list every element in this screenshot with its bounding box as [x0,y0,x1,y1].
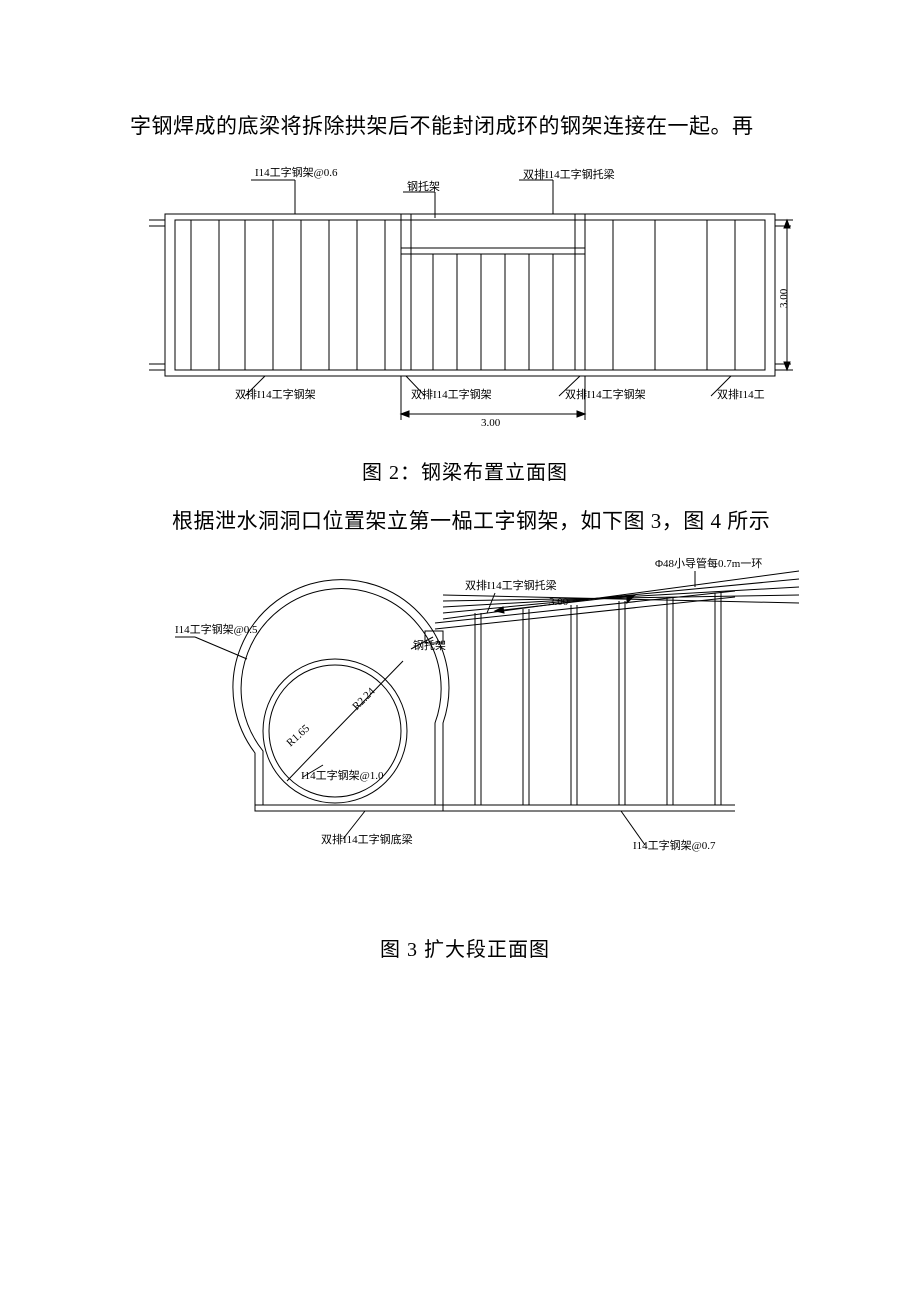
fig2-label-topC: 双排I14工字钢托梁 [523,170,615,181]
paragraph-top: 字钢焊成的底梁将拆除拱架后不能封闭成环的钢架连接在一起。再 [130,108,800,146]
caption-fig2: 图 2：钢梁布置立面图 [130,456,800,485]
fig3-label-leftTop: I14工字钢架@0.5 [175,625,258,636]
figure-2: I14工字钢架@0.6 钢托架 双排I14工字钢托梁 双排I14工字钢架 双排I… [135,158,795,438]
fig2-label-botD: 双排I14工 [717,390,765,401]
fig2-label-botA: 双排I14工字钢架 [235,390,316,401]
fig2-label-botB: 双排I14工字钢架 [411,390,492,401]
fig2-dim-h: 3.00 [779,289,790,308]
fig3-label-rightFrame: I14工字钢架@0.7 [633,841,716,852]
figure-3: I14工字钢架@0.5 钢托架 双排I14工字钢托梁 Φ48小导管每0.7m一环… [135,553,795,893]
fig2-label-botC: 双排I14工字钢架 [565,390,646,401]
paragraph-mid: 根据泄水洞洞口位置架立第一榀工字钢架，如下图 3，图 4 所示 [130,503,800,541]
fig3-dim-w: 3.00 [549,597,568,608]
fig2-label-topB: 钢托架 [407,182,440,193]
fig3-label-botBeam: 双排I14工字钢底梁 [321,835,413,846]
caption-fig3: 图 3 扩大段正面图 [130,933,800,962]
fig3-label-pipe: Φ48小导管每0.7m一环 [655,559,762,570]
fig3-label-bracket: 钢托架 [413,641,446,652]
fig3-label-topBeam: 双排I14工字钢托梁 [465,581,557,592]
fig2-dim-w: 3.00 [481,418,500,429]
fig2-label-topA: I14工字钢架@0.6 [255,168,338,179]
fig3-label-innerSpacing: I14工字钢架@1.0 [301,771,384,782]
